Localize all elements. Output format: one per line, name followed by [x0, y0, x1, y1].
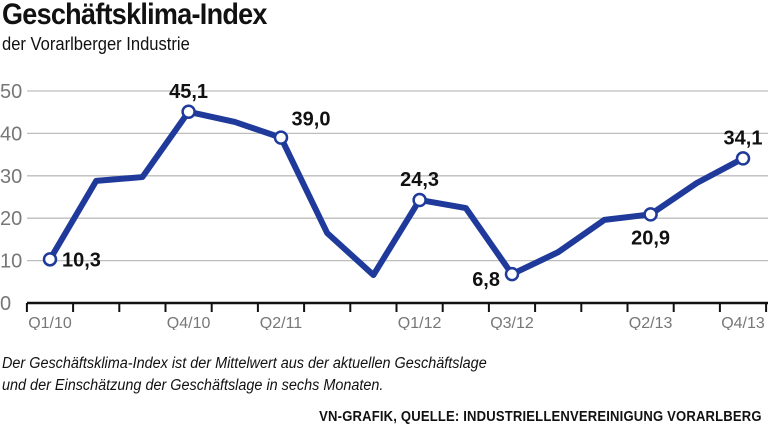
y-tick-label: 20: [0, 208, 22, 230]
data-point-marker: [412, 192, 427, 208]
y-tick-label: 0: [0, 293, 11, 315]
footnote-line-1: Der Geschäftsklima-Index ist der Mittelw…: [2, 355, 487, 372]
data-label: 34,1: [724, 127, 763, 149]
line-chart: 0 10 20 30 40 50 Q1/10 Q4/10 Q2/11 Q1/12 Q3/12 Q2/…: [0, 81, 768, 330]
data-point-marker: [504, 266, 520, 282]
x-tick-label: Q3/12: [490, 315, 534, 330]
data-point-marker: [273, 130, 289, 145]
chart-title: Geschäftsklima-Index: [2, 0, 267, 31]
footnote-line-2: und der Einschätzung der Geschäftslage i…: [2, 377, 384, 394]
data-point-marker: [735, 151, 751, 166]
x-tick-label: Q4/13: [721, 315, 765, 330]
data-label: 39,0: [292, 109, 331, 131]
data-point-marker: [42, 252, 58, 267]
x-tick-label: Q2/11: [260, 315, 303, 330]
chart-subtitle: der Vorarlberger Industrie: [2, 34, 190, 54]
data-point-marker: [643, 207, 658, 222]
y-tick-label: 50: [0, 81, 22, 103]
series-line: [47, 108, 746, 279]
x-tick-label: Q2/13: [629, 315, 673, 330]
data-label: 20,9: [631, 227, 670, 249]
x-tick-label: Q1/10: [28, 315, 72, 330]
data-label: 6,8: [472, 269, 500, 291]
data-label: 10,3: [62, 249, 101, 271]
data-label: 24,3: [400, 169, 439, 191]
source-credit: VN-GRAFIK, QUELLE: INDUSTRIELLENVEREINIG…: [319, 409, 762, 425]
data-label: 45,1: [169, 81, 208, 103]
x-tick-label: Q1/12: [398, 315, 442, 330]
y-tick-label: 30: [0, 166, 22, 188]
y-tick-label: 40: [0, 123, 22, 145]
x-tick-label: Q4/10: [167, 315, 211, 330]
y-tick-label: 10: [0, 251, 22, 273]
data-point-marker: [181, 104, 196, 120]
